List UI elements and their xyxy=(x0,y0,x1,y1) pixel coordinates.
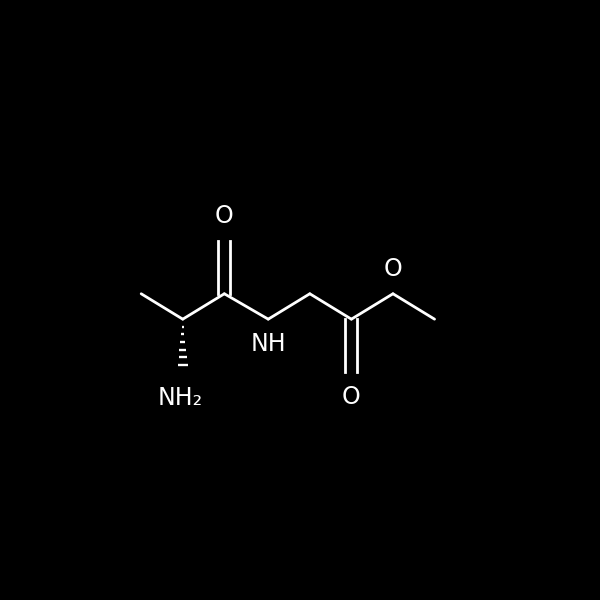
Text: NH₂: NH₂ xyxy=(158,386,203,410)
Text: O: O xyxy=(215,203,234,227)
Text: NH: NH xyxy=(250,332,286,356)
Text: O: O xyxy=(342,385,361,409)
Text: O: O xyxy=(383,257,403,281)
